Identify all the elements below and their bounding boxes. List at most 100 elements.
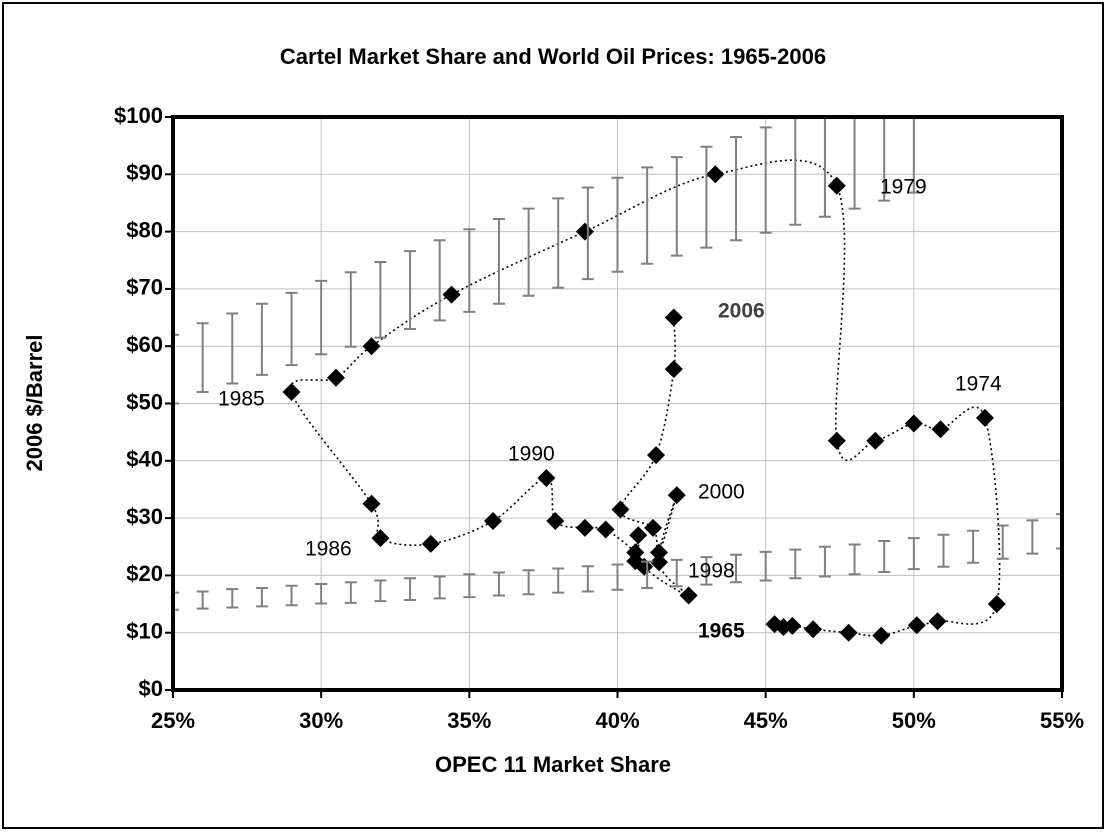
error-bar [907, 537, 920, 571]
error-bar [285, 584, 298, 607]
error-bar [404, 250, 417, 331]
error-bar [1056, 513, 1062, 550]
error-bar [700, 556, 713, 586]
point [839, 623, 858, 642]
point [931, 420, 950, 439]
x-tick-label: 30% [299, 708, 343, 733]
annotation: 1998 [688, 560, 735, 583]
error-bar [818, 545, 831, 578]
error-bar [463, 228, 476, 313]
error-bar [196, 590, 209, 610]
point [362, 494, 381, 513]
error-bar [374, 260, 387, 339]
point [827, 431, 846, 450]
point [371, 529, 390, 548]
y-tick-label: $20 [126, 561, 163, 586]
annotation: 1965 [698, 620, 745, 643]
error-bar [789, 117, 802, 226]
annotation: 2000 [698, 481, 745, 504]
point [537, 468, 556, 487]
error-bar [315, 582, 328, 605]
error-bar [344, 581, 357, 604]
y-tick-label: $80 [126, 217, 163, 242]
point [706, 165, 725, 184]
error-bar [226, 588, 239, 609]
point [647, 446, 666, 465]
point [872, 626, 891, 645]
error-bar [937, 533, 950, 568]
x-tick-label: 45% [744, 708, 788, 733]
error-bar [374, 579, 387, 603]
error-bar [996, 524, 1009, 560]
error-bar [433, 575, 446, 600]
plot-marks [173, 117, 1062, 645]
error-bar [433, 239, 446, 322]
y-tick-label: $0 [139, 676, 163, 701]
point [575, 518, 594, 537]
annotation: 1990 [508, 443, 555, 466]
point [975, 408, 994, 427]
y-tick-label: $70 [126, 275, 163, 300]
annotation: 2006 [718, 300, 765, 323]
error-bar [878, 117, 891, 202]
x-tick-label: 40% [595, 708, 639, 733]
annotation: 1979 [880, 176, 927, 199]
point [987, 595, 1006, 614]
error-bar [404, 577, 417, 602]
error-bar [848, 117, 861, 210]
error-bar [670, 156, 683, 257]
x-tick-label: 35% [447, 708, 491, 733]
point [783, 616, 802, 635]
error-bar [759, 550, 772, 582]
error-bar [848, 543, 861, 576]
error-bar [226, 312, 239, 385]
point [907, 616, 926, 635]
point [282, 383, 301, 402]
point [649, 543, 668, 562]
error-bar [700, 145, 713, 249]
error-bar [285, 291, 298, 367]
annotation: 1974 [955, 373, 1002, 396]
error-bar [670, 558, 683, 588]
error-bar [730, 553, 743, 584]
error-bar [730, 136, 743, 242]
error-bar [255, 587, 268, 608]
point [421, 534, 440, 553]
x-tick-label: 50% [892, 708, 936, 733]
error-bar [759, 126, 772, 234]
point [611, 500, 630, 519]
y-axis-label: 2006 $/Barrel [22, 335, 47, 472]
y-tick-label: $50 [126, 389, 163, 414]
error-bar [878, 540, 891, 573]
point [866, 431, 885, 450]
error-bar [1026, 519, 1039, 555]
annotation: 1985 [218, 388, 265, 411]
error-bar [173, 591, 179, 611]
point [326, 368, 345, 387]
point [679, 586, 698, 605]
error-bar [463, 573, 476, 599]
error-bar [522, 207, 535, 297]
point [649, 553, 668, 572]
y-tick-label: $30 [126, 504, 163, 529]
point [904, 414, 923, 433]
point [664, 360, 683, 379]
error-bar [492, 217, 505, 305]
error-bar [196, 322, 209, 394]
error-bar [315, 279, 328, 356]
y-tick-label: $10 [126, 619, 163, 644]
error-bar [641, 166, 654, 265]
error-bar [492, 571, 505, 597]
chart-title: Cartel Market Share and World Oil Prices… [280, 44, 826, 69]
x-tick-label: 55% [1040, 708, 1084, 733]
point [804, 620, 823, 639]
y-tick-label: $40 [126, 447, 163, 472]
point [596, 520, 615, 539]
error-bar [641, 560, 654, 590]
point [667, 486, 686, 505]
error-bar [789, 548, 802, 580]
y-tick-label: $100 [114, 103, 163, 128]
point [575, 222, 594, 241]
error-bar [344, 271, 357, 348]
